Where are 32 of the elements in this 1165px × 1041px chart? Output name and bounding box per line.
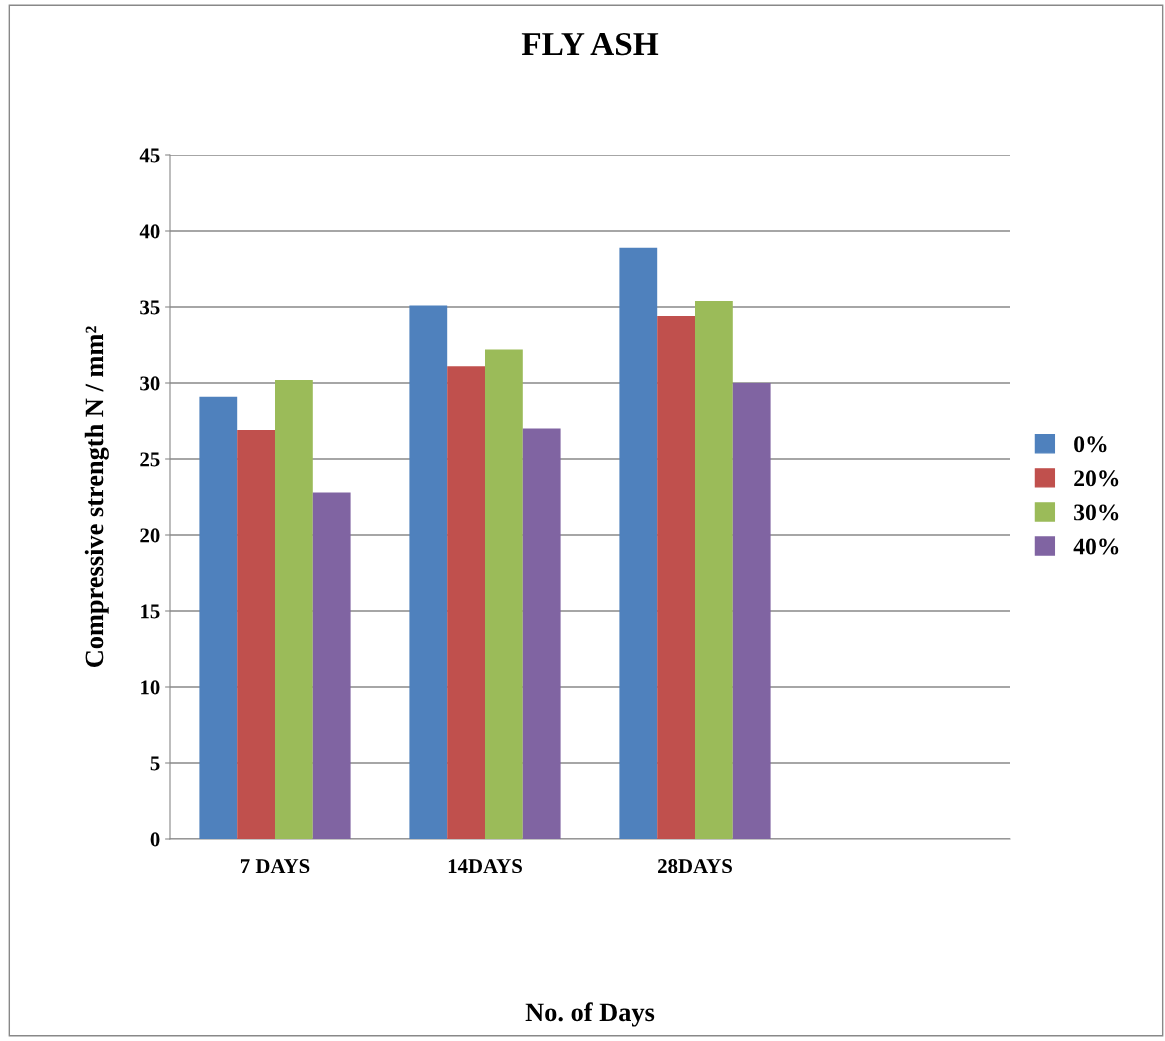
y-tick-label: 0 [150, 832, 160, 847]
y-tick-label: 35 [140, 300, 160, 315]
bar [695, 300, 733, 839]
y-tick-label: 5 [150, 756, 160, 771]
chart-title: FLY ASH [521, 32, 659, 56]
x-axis-title: No. of Days [525, 1002, 655, 1027]
y-tick-label: 15 [141, 604, 160, 619]
legend-label: 0% [1074, 436, 1107, 453]
bar [275, 379, 313, 839]
bar [237, 430, 275, 839]
bar [522, 428, 561, 839]
y-tick-label: 30 [140, 376, 160, 391]
y-tick-label: 40 [139, 224, 160, 239]
bar [485, 349, 523, 839]
bar [312, 492, 351, 839]
y-tick-label: 10 [141, 680, 160, 695]
legend-label: 30% [1074, 504, 1119, 521]
bar [409, 305, 448, 839]
y-tick-label: 25 [140, 452, 160, 467]
bar [732, 383, 771, 839]
x-tick-label: 28DAYS [658, 859, 732, 874]
legend-label: 40% [1073, 538, 1119, 555]
bar [199, 396, 238, 839]
y-tick-label: 20 [140, 528, 160, 543]
legend-label: 20% [1074, 470, 1119, 487]
bar [447, 366, 485, 839]
bar [619, 247, 658, 839]
x-tick-label: 7 DAYS [240, 859, 310, 874]
x-tick-label: 14DAYS [448, 859, 522, 874]
bar [657, 316, 695, 839]
y-axis-title: Compressive strength N / mm² [84, 326, 109, 668]
y-tick-label: 45 [139, 148, 160, 163]
